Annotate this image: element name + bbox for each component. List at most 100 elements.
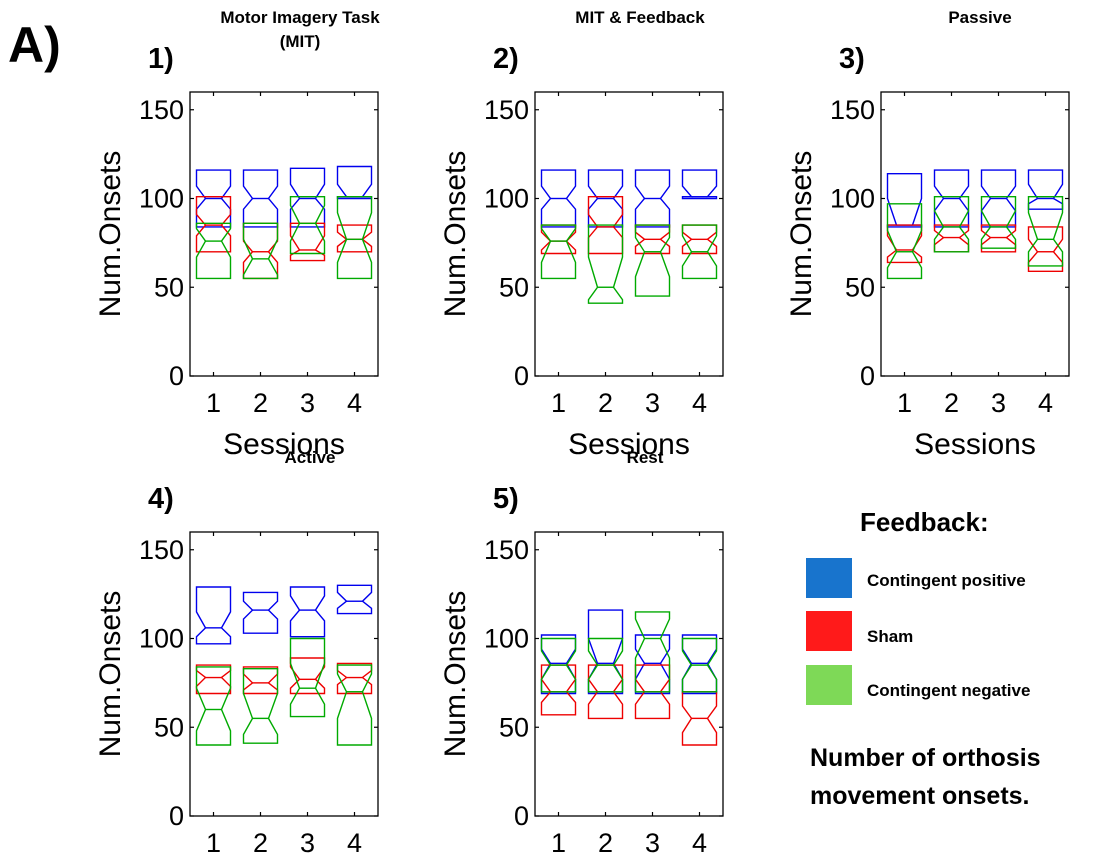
x-tick-label: 1 — [551, 388, 566, 418]
axes-frame — [534, 91, 724, 377]
box-sham-session-1 — [195, 195, 232, 253]
box-contingent-negative-session-3 — [289, 637, 326, 718]
y-tick-label: 150 — [139, 95, 184, 125]
y-tick-label: 0 — [514, 801, 529, 831]
box-contingent-positive-session-4 — [681, 169, 718, 200]
box-contingent-positive-session-1 — [886, 172, 923, 228]
box-contingent-positive-session-3 — [289, 586, 326, 638]
x-tick-label: 3 — [645, 828, 660, 858]
figure-label: A) — [8, 17, 61, 73]
y-axis-label: Num.Onsets — [94, 591, 127, 758]
box-contingent-positive-session-2 — [933, 169, 970, 228]
box-contingent-positive-session-3 — [980, 169, 1017, 228]
box-contingent-negative-session-4 — [336, 664, 373, 746]
legend-label-sham: Sham — [867, 627, 913, 646]
box-contingent-positive-session-2 — [242, 169, 279, 228]
axes-frame — [880, 91, 1070, 377]
y-tick-label: 50 — [499, 272, 529, 302]
y-tick-label: 100 — [139, 624, 184, 654]
x-tick-label: 3 — [645, 388, 660, 418]
x-axis-label: Sessions — [223, 428, 345, 461]
box-contingent-negative-session-2 — [587, 224, 624, 304]
box-sham-session-2 — [933, 224, 970, 253]
x-tick-label: 2 — [253, 828, 268, 858]
y-tick-label: 100 — [830, 184, 875, 214]
x-tick-label: 3 — [300, 828, 315, 858]
x-tick-label: 1 — [551, 828, 566, 858]
box-contingent-negative-session-3 — [634, 224, 671, 297]
box-contingent-positive-session-4 — [336, 584, 373, 615]
y-tick-label: 0 — [514, 361, 529, 391]
box-contingent-negative-session-2 — [587, 637, 624, 693]
box-contingent-positive-session-4 — [1027, 169, 1064, 210]
panel-title: Rest — [627, 448, 664, 467]
panel-number: 1) — [148, 43, 174, 75]
figure-note-line-1: Number of orthosis — [810, 744, 1041, 772]
box-contingent-positive-session-2 — [587, 609, 624, 695]
y-tick-label: 50 — [845, 272, 875, 302]
figure-note-line-2: movement onsets. — [810, 782, 1030, 810]
y-tick-label: 100 — [484, 184, 529, 214]
legend-label-contingent-negative: Contingent negative — [867, 681, 1030, 700]
y-tick-label: 150 — [484, 95, 529, 125]
box-contingent-negative-session-1 — [195, 222, 232, 280]
box-contingent-positive-session-2 — [242, 591, 279, 634]
y-axis-label: Num.Onsets — [94, 151, 127, 318]
chart-panel-5: 0 50 100 150 1 2 3 4 Num.Onsets 5) Rest — [439, 448, 724, 858]
box-contingent-negative-session-3 — [980, 195, 1017, 249]
box-contingent-negative-session-1 — [540, 224, 577, 280]
box-sham-session-4 — [336, 224, 373, 253]
box-contingent-negative-session-4 — [681, 224, 718, 280]
box-contingent-positive-session-4 — [336, 165, 373, 200]
y-tick-label: 0 — [169, 361, 184, 391]
x-tick-label: 4 — [692, 828, 707, 858]
box-sham-session-1 — [195, 664, 232, 695]
box-contingent-negative-session-4 — [681, 637, 718, 693]
box-sham-session-4 — [1027, 226, 1064, 272]
x-tick-label: 4 — [347, 828, 362, 858]
box-contingent-positive-session-4 — [681, 634, 718, 695]
legend: Feedback: Contingent positive Sham Conti… — [806, 507, 1030, 705]
chart-panel-2: 0 50 100 150 1 2 3 4 Num.Onsets Sessions 2) MIT & F… — [439, 8, 724, 461]
y-tick-label: 150 — [830, 95, 875, 125]
box-sham-session-4 — [336, 662, 373, 695]
box-contingent-positive-session-3 — [634, 634, 671, 695]
y-axis-label: Num.Onsets — [439, 151, 472, 318]
box-contingent-negative-session-2 — [933, 195, 970, 253]
y-tick-label: 50 — [499, 712, 529, 742]
box-sham-session-2 — [587, 664, 624, 720]
x-axis-label: Sessions — [914, 428, 1036, 461]
panel-title: Active — [284, 448, 335, 467]
box-contingent-negative-session-1 — [540, 637, 577, 693]
box-sham-session-1 — [540, 664, 577, 716]
x-tick-label: 2 — [944, 388, 959, 418]
box-contingent-negative-session-1 — [886, 203, 923, 280]
panel-title: MIT & Feedback — [575, 8, 705, 27]
box-contingent-negative-session-2 — [242, 222, 279, 280]
y-tick-label: 100 — [484, 624, 529, 654]
x-tick-label: 4 — [692, 388, 707, 418]
legend-swatch-sham — [806, 611, 852, 651]
y-axis-label: Num.Onsets — [439, 591, 472, 758]
box-contingent-negative-session-2 — [242, 668, 279, 744]
box-contingent-positive-session-1 — [195, 586, 232, 645]
panel-number: 3) — [839, 43, 865, 75]
panel-number: 5) — [493, 483, 519, 515]
x-tick-label: 3 — [300, 388, 315, 418]
box-contingent-negative-session-3 — [289, 195, 326, 255]
y-tick-label: 0 — [860, 361, 875, 391]
chart-panel-1: 0 50 100 150 1 2 3 4 Num.Onsets Sessions 1) Motor I… — [94, 8, 380, 461]
y-tick-label: 150 — [139, 535, 184, 565]
box-contingent-positive-session-3 — [634, 169, 671, 228]
box-contingent-negative-session-4 — [1027, 195, 1064, 267]
panel-title: Passive — [948, 8, 1011, 27]
box-sham-session-2 — [242, 666, 279, 695]
legend-swatch-contingent-negative — [806, 665, 852, 705]
axes-frame — [189, 91, 379, 377]
x-tick-label: 1 — [206, 828, 221, 858]
y-tick-label: 0 — [169, 801, 184, 831]
chart-panel-4: 0 50 100 150 1 2 3 4 Num.Onsets 4) Active — [94, 448, 379, 858]
y-axis-label: Num.Onsets — [785, 151, 818, 318]
